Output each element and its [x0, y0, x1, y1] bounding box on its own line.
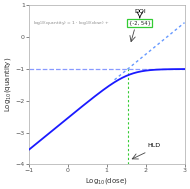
Text: {-2, 54}: {-2, 54}	[129, 20, 151, 26]
Text: HLD: HLD	[148, 143, 161, 148]
X-axis label: Log$_{10}$(dose): Log$_{10}$(dose)	[85, 176, 128, 186]
Y-axis label: Log$_{10}$(quantity): Log$_{10}$(quantity)	[3, 57, 13, 112]
Text: DQI: DQI	[134, 9, 146, 14]
Text: log$_{10}$(quantity) = 1 $\cdot$ log$_{10}$(dose) +: log$_{10}$(quantity) = 1 $\cdot$ log$_{1…	[33, 19, 110, 27]
